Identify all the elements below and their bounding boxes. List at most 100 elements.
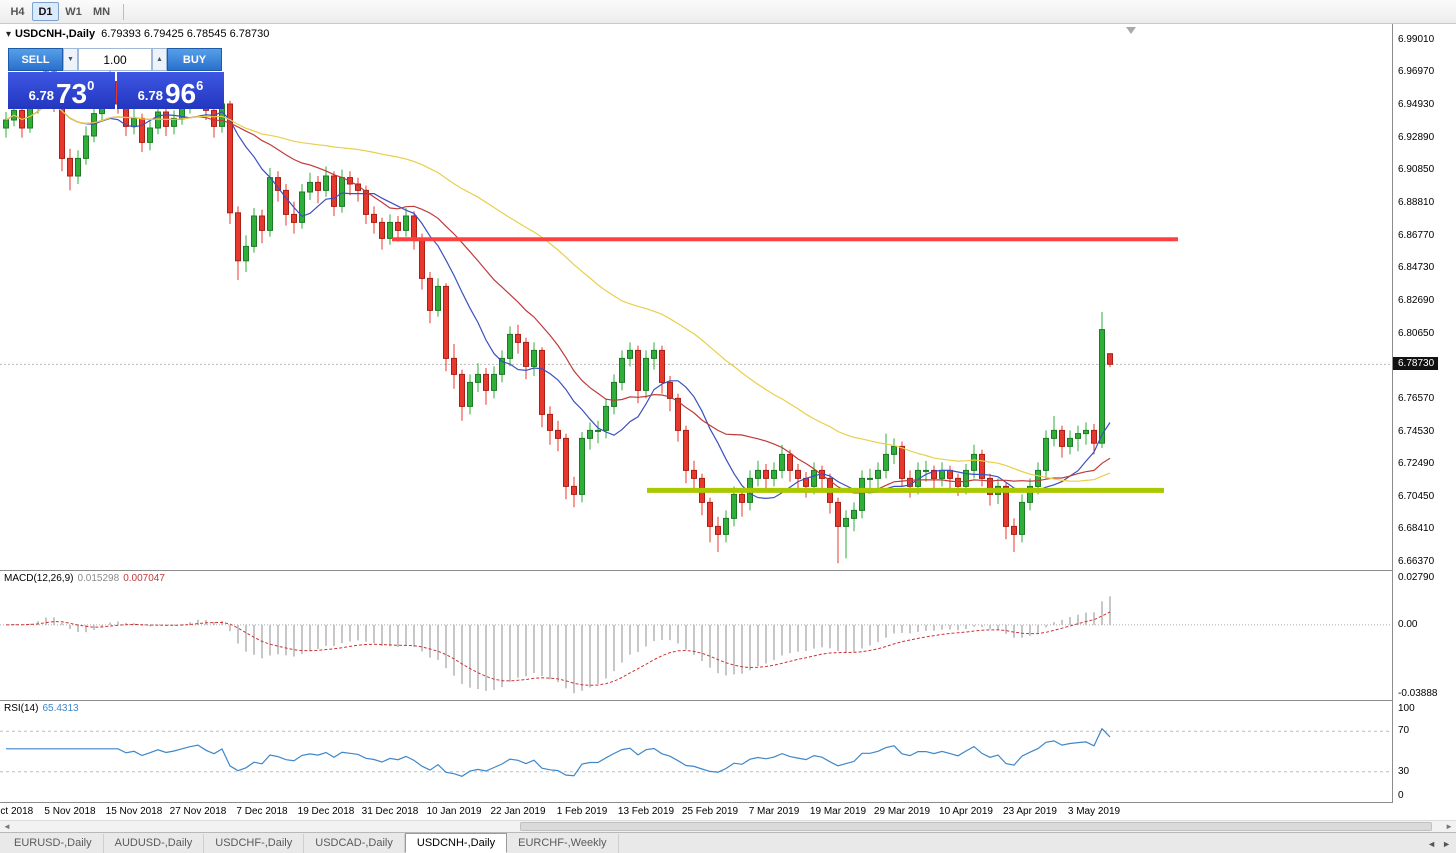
chart-tab-eurchf[interactable]: EURCHF-,Weekly (507, 834, 619, 853)
candle-body (315, 181, 321, 191)
date-axis-label: 19 Mar 2019 (809, 806, 867, 817)
candlestick-chart[interactable] (0, 24, 1392, 570)
candle-body (563, 437, 569, 487)
macd-axis-label: 0.00 (1398, 619, 1418, 630)
price-axis-label: 6.82690 (1398, 295, 1435, 306)
price-axis[interactable]: 6.78730 6.99010 6.96970 6.94930 6.92890 6.90… (1392, 24, 1456, 803)
timeframe-button-d1[interactable]: D1 (32, 2, 59, 21)
chart-shift-marker-icon (1126, 27, 1136, 34)
scrollbar-right-arrow-icon[interactable]: ► (1445, 822, 1453, 831)
sell-button[interactable]: SELL (8, 48, 63, 71)
candle-body (579, 437, 585, 495)
timeframe-toolbar: H4 D1 W1 MN (0, 0, 1456, 24)
panel-toggle-icon[interactable]: ▾ (6, 29, 12, 40)
candle-body (411, 215, 417, 239)
timeframe-button-w1[interactable]: W1 (60, 2, 87, 21)
candle-body (939, 469, 945, 479)
price-axis-label: 6.70450 (1398, 491, 1435, 502)
date-axis-label: 19 Dec 2018 (297, 806, 355, 817)
candle-body (323, 175, 329, 191)
macd-main-value: 0.015298 (77, 573, 120, 584)
candle-body (707, 501, 713, 527)
candle-body (243, 245, 249, 262)
timeframe-button-h4[interactable]: H4 (4, 2, 31, 21)
chart-tab-eurusd[interactable]: EURUSD-,Daily (3, 834, 104, 853)
rsi-value: 65.4313 (42, 703, 79, 714)
chart-tab-usdchf[interactable]: USDCHF-,Daily (204, 834, 305, 853)
price-axis-label: 6.80650 (1398, 328, 1435, 339)
moving-average-50 (5, 103, 1111, 482)
price-axis-label: 6.99010 (1398, 34, 1435, 45)
candle-body (899, 445, 905, 479)
candle-body (515, 333, 521, 343)
candle-body (651, 349, 657, 359)
candle-body (739, 493, 745, 503)
horizontal-scrollbar[interactable]: ◄ ► (0, 820, 1456, 832)
buy-price-prefix: 6.78 (137, 88, 163, 103)
price-axis-label: 6.90850 (1398, 164, 1435, 175)
volume-input[interactable] (78, 48, 152, 71)
candle-body (1003, 485, 1009, 527)
candle-body (427, 277, 433, 311)
chart-tab-audusd[interactable]: AUDUSD-,Daily (104, 834, 205, 853)
date-axis[interactable]: 24 Oct 2018 5 Nov 2018 15 Nov 2018 27 Nov 2… (0, 803, 1392, 820)
date-axis-label: 29 Mar 2019 (873, 806, 931, 817)
candle-body (291, 213, 297, 223)
timeframe-button-mn[interactable]: MN (88, 2, 115, 21)
tab-scroll-arrows: ◄ ► (1427, 839, 1451, 849)
tab-scroll-right-icon[interactable]: ► (1442, 839, 1451, 849)
candle-body (1075, 433, 1081, 439)
candle-body (979, 453, 985, 479)
volume-decrease-button[interactable]: ▼ (63, 48, 78, 71)
rsi-pane[interactable]: RSI(14) 65.4313 (0, 701, 1392, 803)
price-axis-label: 6.96970 (1398, 66, 1435, 77)
buy-price-display[interactable]: 6.78 96 6 (117, 72, 224, 109)
price-axis-label: 6.72490 (1398, 458, 1435, 469)
chart-tab-usdcnh[interactable]: USDCNH-,Daily (404, 833, 508, 853)
sell-price-big: 73 (55, 78, 88, 109)
price-chart-pane[interactable]: ▾ USDCNH-,Daily 6.79393 6.79425 6.78545 6.… (0, 24, 1392, 571)
candle-body (731, 493, 737, 519)
candle-body (683, 429, 689, 471)
candle-body (235, 212, 241, 262)
candle-body (371, 213, 377, 223)
candle-body (1035, 469, 1041, 487)
scrollbar-thumb[interactable] (520, 822, 1432, 831)
candle-body (603, 405, 609, 431)
candle-body (691, 469, 697, 479)
macd-pane[interactable]: MACD(12,26,9) 0.015298 0.007047 (0, 571, 1392, 701)
rsi-chart (0, 727, 1392, 777)
buy-price-big: 96 (164, 78, 197, 109)
candle-body (155, 111, 161, 129)
candle-body (507, 333, 513, 359)
sell-price-display[interactable]: 6.78 73 0 (8, 72, 115, 109)
candle-body (1019, 501, 1025, 535)
scrollbar-left-arrow-icon[interactable]: ◄ (3, 822, 11, 831)
candle-body (331, 175, 337, 207)
candle-body (299, 191, 305, 223)
candle-body (867, 477, 873, 480)
candle-body (643, 357, 649, 391)
candle-body (403, 215, 409, 231)
date-axis-label: 5 Nov 2018 (44, 806, 96, 817)
volume-increase-button[interactable]: ▲ (152, 48, 167, 71)
date-axis-label: 10 Apr 2019 (939, 806, 993, 817)
candle-body (259, 215, 265, 231)
price-axis-label: 6.94930 (1398, 99, 1435, 110)
candle-body (675, 397, 681, 431)
candle-body (859, 477, 865, 511)
chart-tab-usdcad[interactable]: USDCAD-,Daily (304, 834, 405, 853)
candle-body (659, 349, 665, 383)
chart-title: ▾ USDCNH-,Daily 6.79393 6.79425 6.78545 6.… (6, 28, 269, 40)
date-axis-label: 22 Jan 2019 (490, 806, 546, 817)
date-axis-label: 31 Dec 2018 (361, 806, 419, 817)
tab-scroll-left-icon[interactable]: ◄ (1427, 839, 1437, 849)
price-axis-label: 6.76570 (1398, 393, 1435, 404)
date-axis-label: 15 Nov 2018 (105, 806, 163, 817)
candle-body (891, 445, 897, 455)
candle-body (811, 469, 817, 487)
buy-button[interactable]: BUY (167, 48, 222, 71)
date-axis-label: 25 Feb 2019 (681, 806, 739, 817)
candle-body (755, 469, 761, 479)
macd-axis-label: -0.03888 (1398, 688, 1438, 699)
